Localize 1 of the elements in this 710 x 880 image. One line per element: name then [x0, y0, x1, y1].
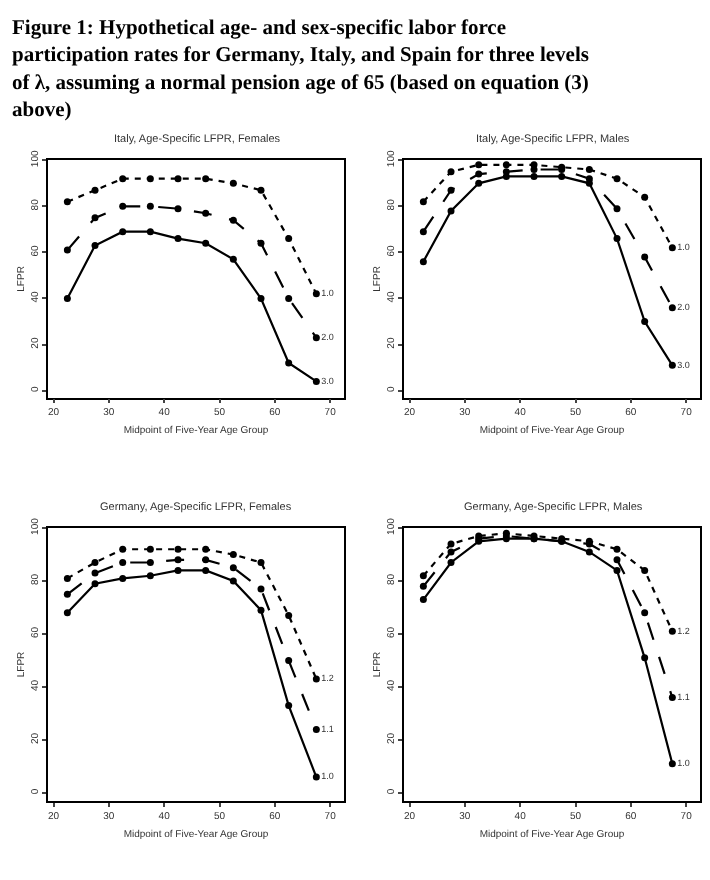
caption: Figure 1: Hypothetical age- and sex-specific labor force participation rates for Germany, Italy, and Spain for three levels of λ, assuming a normal pension age of 65 (based on equation (3) above) — [12, 18, 590, 122]
